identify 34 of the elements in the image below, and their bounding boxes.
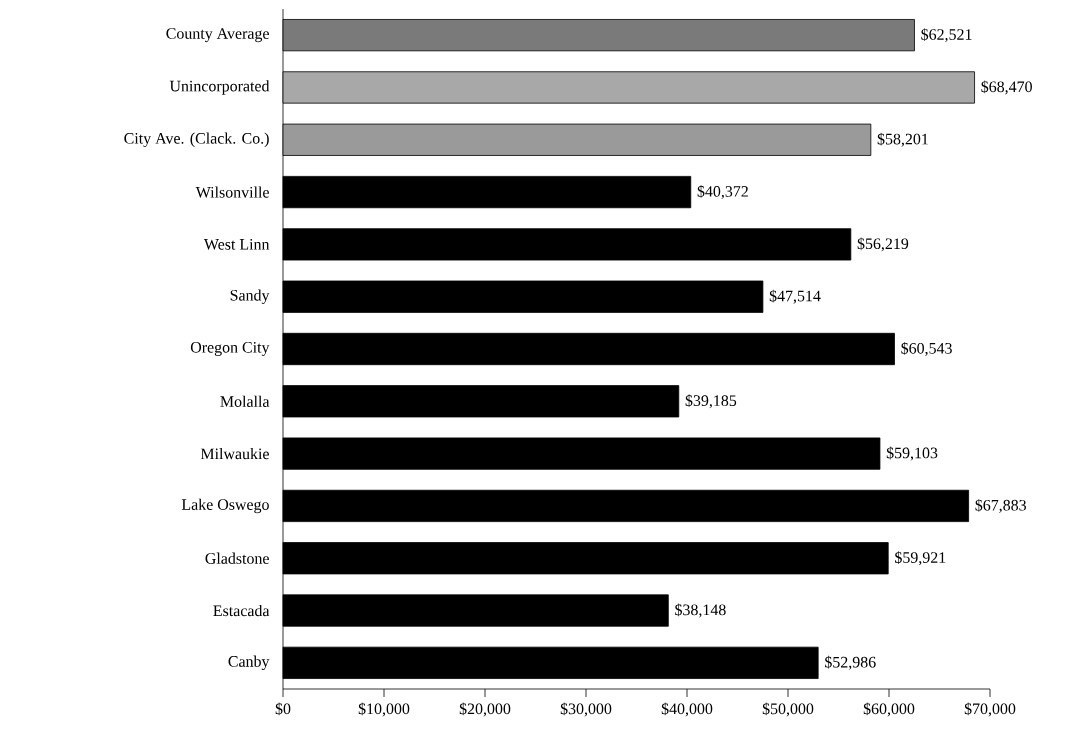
y-tick-label: Oregon City (190, 342, 270, 356)
data-label: $59,103 (886, 446, 938, 461)
y-tick-label: Unincorporated (169, 80, 270, 95)
y-tick-label: Gladstone (205, 552, 269, 564)
data-label: $39,185 (685, 394, 737, 409)
y-tick-label: Molalla (220, 395, 270, 407)
x-tick-label: $30,000 (560, 702, 612, 717)
y-tick-label: City Ave. (Clack. Co.) (124, 132, 269, 148)
y-tick-label: Canby (228, 655, 270, 671)
data-label: $47,514 (769, 289, 821, 304)
data-label: $58,201 (877, 132, 928, 147)
x-tick-label: $20,000 (459, 702, 511, 717)
data-label: $38,148 (675, 603, 726, 618)
x-tick-label: $70,000 (964, 702, 1016, 717)
y-tick-label: Milwaukie (200, 448, 269, 460)
x-tick-label: $40,000 (661, 702, 713, 717)
x-tick-label: $50,000 (762, 702, 814, 717)
y-tick-label: Lake Oswego (181, 498, 269, 514)
data-label: $59,921 (895, 551, 946, 566)
data-label: $68,470 (981, 80, 1032, 95)
data-label: $52,986 (825, 655, 876, 670)
x-tick-label: $10,000 (358, 702, 410, 717)
data-label: $60,543 (901, 341, 952, 356)
y-tick-label: Sandy (230, 289, 270, 304)
x-tick-label: $60,000 (863, 702, 915, 717)
data-label: $56,219 (857, 237, 909, 252)
y-tick-label: County Average (166, 28, 269, 43)
y-tick-label: Wilsonville (195, 186, 269, 198)
data-label: $67,883 (975, 498, 1026, 513)
y-tick-label: West Linn (203, 238, 270, 250)
data-label: $62,521 (921, 28, 972, 43)
y-tick-label: Estacada (213, 604, 270, 617)
x-tick-label: $0 (275, 702, 291, 716)
data-label: $40,372 (697, 185, 748, 200)
